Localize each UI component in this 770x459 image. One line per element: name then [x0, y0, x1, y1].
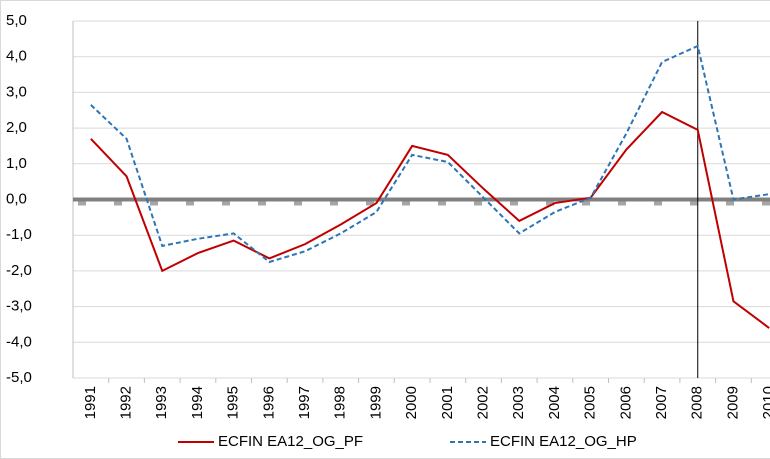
y-tick-label: 5,0: [6, 12, 27, 29]
y-tick-label: 4,0: [6, 48, 27, 65]
x-tick-label: 2009: [724, 386, 741, 419]
x-tick-label: 1994: [189, 386, 206, 419]
x-tick-label: 2008: [689, 386, 706, 419]
x-tick-label: 1998: [332, 386, 349, 419]
legend-label: ECFIN EA12_OG_HP: [490, 433, 637, 450]
y-tick-label: -4,0: [6, 333, 32, 350]
x-tick-label: 1995: [225, 386, 242, 419]
y-tick-label: -3,0: [6, 298, 32, 315]
y-tick-label: 3,0: [6, 83, 27, 100]
x-tick-label: 2002: [475, 386, 492, 419]
x-tick-label: 2003: [510, 386, 527, 419]
x-tick-label: 2001: [439, 386, 456, 419]
y-tick-label: -1,0: [6, 226, 32, 243]
x-tick-label: 1997: [296, 386, 313, 419]
series-line: [90, 44, 770, 264]
y-tick-label: -5,0: [6, 369, 32, 386]
series-line: [90, 110, 770, 329]
legend-label: ECFIN EA12_OG_PF: [218, 433, 363, 450]
x-tick-label: 2007: [653, 386, 670, 419]
x-tick-label: 2000: [403, 386, 420, 419]
x-tick-label: 1992: [118, 386, 135, 419]
y-tick-label: 1,0: [6, 155, 27, 172]
x-tick-label: 2006: [617, 386, 634, 419]
y-tick-label: 2,0: [6, 119, 27, 136]
y-tick-label: -2,0: [6, 262, 32, 279]
x-tick-label: 2004: [546, 386, 563, 419]
x-tick-label: 1991: [82, 386, 99, 419]
x-tick-label: 2010: [760, 386, 770, 419]
x-tick-label: 1996: [260, 386, 277, 419]
x-tick-label: 2005: [582, 386, 599, 419]
x-tick-label: 1999: [367, 386, 384, 419]
x-tick-label: 1993: [153, 386, 170, 419]
y-tick-label: 0,0: [6, 190, 27, 207]
